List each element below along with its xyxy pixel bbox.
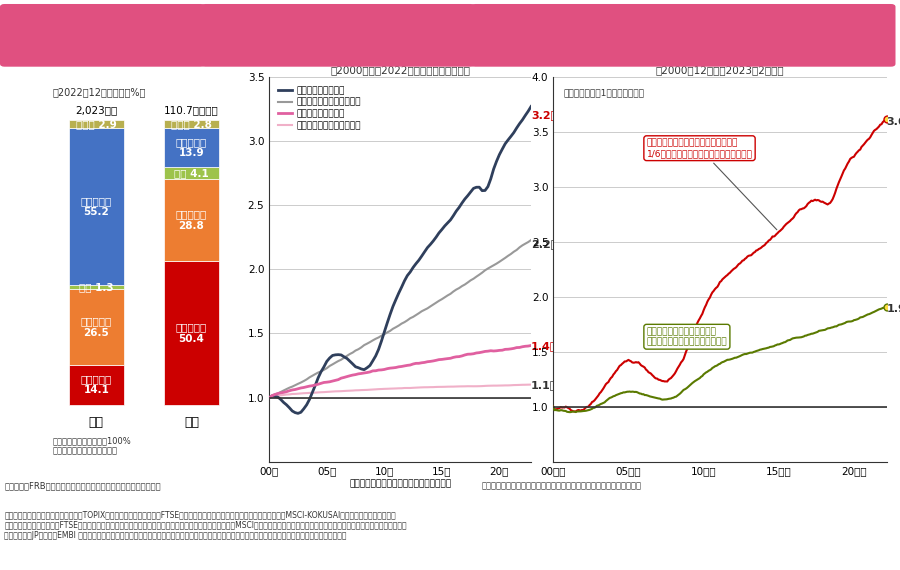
Bar — [164, 261, 220, 405]
Bar — [68, 365, 124, 405]
Text: 1.4倍: 1.4倍 — [531, 341, 558, 351]
Bar — [164, 120, 220, 128]
Text: 2,023兆円: 2,023兆円 — [75, 105, 117, 115]
Text: 1.9倍: 1.9倍 — [886, 303, 900, 313]
Text: 日米の家計金融資産の推移: 日米の家計金融資産の推移 — [287, 28, 388, 42]
Text: 四捨五入の関係で合計が100%
とならない場合があります。: 四捨五入の関係で合計が100% とならない場合があります。 — [52, 436, 131, 455]
Text: （グラフ起点を1として指数化）: （グラフ起点を1として指数化） — [283, 88, 364, 97]
Text: その他 2.9: その他 2.9 — [76, 119, 117, 129]
Text: 株式・投信
50.4: 株式・投信 50.4 — [176, 322, 207, 344]
Text: その他 2.8: その他 2.8 — [171, 119, 212, 129]
Text: （グラフ起点を1として指数化）: （グラフ起点を1として指数化） — [563, 88, 644, 97]
Text: 日米の家計金融資産
の構成比: 日米の家計金融資産 の構成比 — [67, 21, 139, 50]
Text: 現金・預金
55.2: 現金・預金 55.2 — [81, 196, 112, 217]
Bar — [68, 286, 124, 289]
Text: 債券 4.1: 債券 4.1 — [174, 168, 209, 178]
Bar — [68, 128, 124, 285]
Text: 3.6倍: 3.6倍 — [886, 116, 900, 126]
Bar — [164, 128, 220, 167]
Text: （2022年12月末時点、%）: （2022年12月末時点、%） — [52, 87, 146, 97]
Text: 債券 1.3: 債券 1.3 — [79, 282, 113, 292]
Text: 日銀およびFRBのデータをもとに日興アセットマネジメントが作成: 日銀およびFRBのデータをもとに日興アセットマネジメントが作成 — [4, 482, 161, 491]
Text: 日本、先進国、新興国の株式・債券に
1/6ずつ投資した場合（月次リバランス）: 日本、先進国、新興国の株式・債券に 1/6ずつ投資した場合（月次リバランス） — [646, 139, 777, 230]
Bar — [164, 179, 220, 261]
Text: 長期分散投資のシミュレーション: 長期分散投資のシミュレーション — [620, 28, 746, 42]
Bar — [164, 167, 220, 179]
Legend: 米国の家計金融資産, うち、運用リターンの効果, 日本の家計金融資産, うち、運用リターンの効果: 米国の家計金融資産, うち、運用リターンの効果, 日本の家計金融資産, うち、運… — [274, 82, 365, 135]
Bar — [68, 289, 124, 365]
Text: 米国: 米国 — [184, 416, 199, 429]
Text: 1.1倍: 1.1倍 — [531, 380, 557, 390]
Text: 保険・年金
26.5: 保険・年金 26.5 — [81, 316, 112, 337]
Text: 日本の株式・債券に半分ずつ
投資した場合（月次リバランス）: 日本の株式・債券に半分ずつ 投資した場合（月次リバランス） — [646, 327, 727, 347]
Text: 現金・預金
13.9: 現金・預金 13.9 — [176, 137, 207, 158]
Text: （右グラフでの使用指数）日本株式：TOPIX（配当込み）、日本債券：FTSE日本国債インデックス（円ベース）、先進国株式：MSCI-KOKUSAIインデックス（: （右グラフでの使用指数）日本株式：TOPIX（配当込み）、日本債券：FTSE日本… — [4, 510, 407, 540]
Text: 株式・投信
14.1: 株式・投信 14.1 — [81, 374, 112, 396]
Text: 信頼できると判断したデータをもとに日興アセットマネジメントが作成: 信頼できると判断したデータをもとに日興アセットマネジメントが作成 — [482, 482, 642, 491]
Text: 2.2倍: 2.2倍 — [531, 239, 557, 249]
Title: （2000年12月末〜2023年2月末）: （2000年12月末〜2023年2月末） — [655, 65, 784, 75]
Text: 110.7兆米ドル: 110.7兆米ドル — [164, 105, 219, 115]
Bar — [68, 120, 124, 128]
Text: 保険・年金
28.8: 保険・年金 28.8 — [176, 209, 207, 231]
Text: 3.2倍: 3.2倍 — [531, 111, 557, 120]
Text: 日本: 日本 — [89, 416, 104, 429]
X-axis label: （米国は米ドルベース、日本は円ベース）: （米国は米ドルベース、日本は円ベース） — [349, 479, 451, 488]
Title: （2000年末〜2022年末、四半期ベース）: （2000年末〜2022年末、四半期ベース） — [330, 65, 470, 75]
